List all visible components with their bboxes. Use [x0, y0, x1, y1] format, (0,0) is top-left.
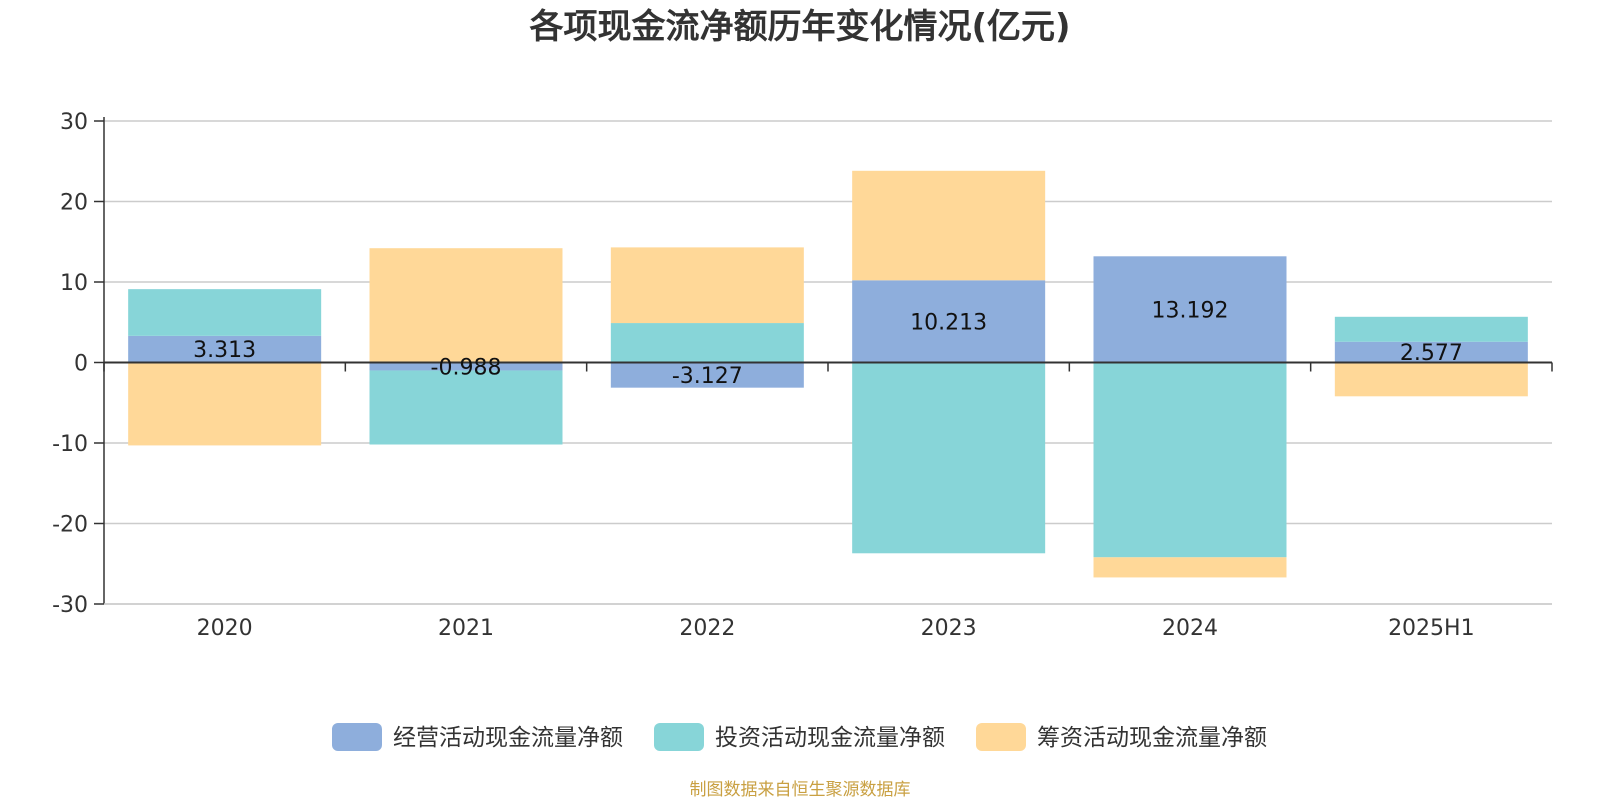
- bar-segment: [610, 323, 804, 363]
- legend-swatch: [332, 723, 382, 751]
- x-tick-label: 2022: [679, 616, 735, 641]
- data-labels: 3.313 -0.988 -3.127 10.213 13.192 2.577: [193, 298, 1463, 389]
- bar-segment: [128, 289, 322, 336]
- y-tick-label: -30: [52, 593, 88, 618]
- x-tick-label: 2020: [197, 616, 253, 641]
- x-tick-label: 2025H1: [1388, 616, 1475, 641]
- bar-segment: [128, 362, 322, 446]
- bar-segment: [1334, 362, 1528, 397]
- bar-segment: [610, 362, 804, 388]
- chart-title: 各项现金流净额历年变化情况(亿元): [529, 7, 1070, 47]
- data-label: 3.313: [193, 338, 256, 363]
- y-tick-label: 30: [60, 110, 88, 135]
- data-label: 10.213: [910, 310, 987, 335]
- bar-segment: [369, 362, 563, 371]
- source-note: 制图数据来自恒生聚源数据库: [690, 780, 911, 800]
- data-label: -0.988: [431, 355, 502, 380]
- legend-label: 经营活动现金流量净额: [393, 725, 623, 751]
- legend: 经营活动现金流量净额 投资活动现金流量净额 筹资活动现金流量净额: [332, 723, 1267, 751]
- bar-segment: [852, 280, 1046, 363]
- legend-swatch: [654, 723, 704, 751]
- x-tick-label: 2023: [921, 616, 977, 641]
- legend-label: 筹资活动现金流量净额: [1037, 725, 1267, 751]
- bar-segment: [852, 362, 1046, 554]
- legend-swatch: [976, 723, 1026, 751]
- bar-segment: [369, 248, 563, 363]
- y-tick-label: -10: [52, 432, 88, 457]
- bar-segment: [1334, 341, 1528, 363]
- x-tick-label: 2024: [1162, 616, 1218, 641]
- data-label: 2.577: [1400, 341, 1463, 366]
- y-tick-label: -20: [52, 513, 88, 538]
- axes: 30 20 10 0 -10 -20 -30 2020 2021 2022 2023 2024 2025…: [52, 110, 1553, 641]
- bar-segment: [852, 170, 1046, 281]
- y-tick-label: 10: [60, 271, 88, 296]
- bar-segment: [1334, 316, 1528, 342]
- data-label: -3.127: [672, 364, 743, 389]
- bar-segment: [1093, 362, 1287, 558]
- data-label: 13.192: [1152, 298, 1229, 323]
- legend-label: 投资活动现金流量净额: [715, 725, 945, 751]
- y-tick-label: 0: [74, 352, 88, 377]
- y-tick-label: 20: [60, 191, 88, 216]
- bar-segment: [1093, 256, 1287, 363]
- bar-segment: [610, 247, 804, 324]
- bar-segment: [369, 370, 563, 445]
- x-tick-label: 2021: [438, 616, 494, 641]
- bars: [128, 170, 1528, 578]
- bar-segment: [128, 335, 322, 363]
- bar-segment: [1093, 557, 1287, 578]
